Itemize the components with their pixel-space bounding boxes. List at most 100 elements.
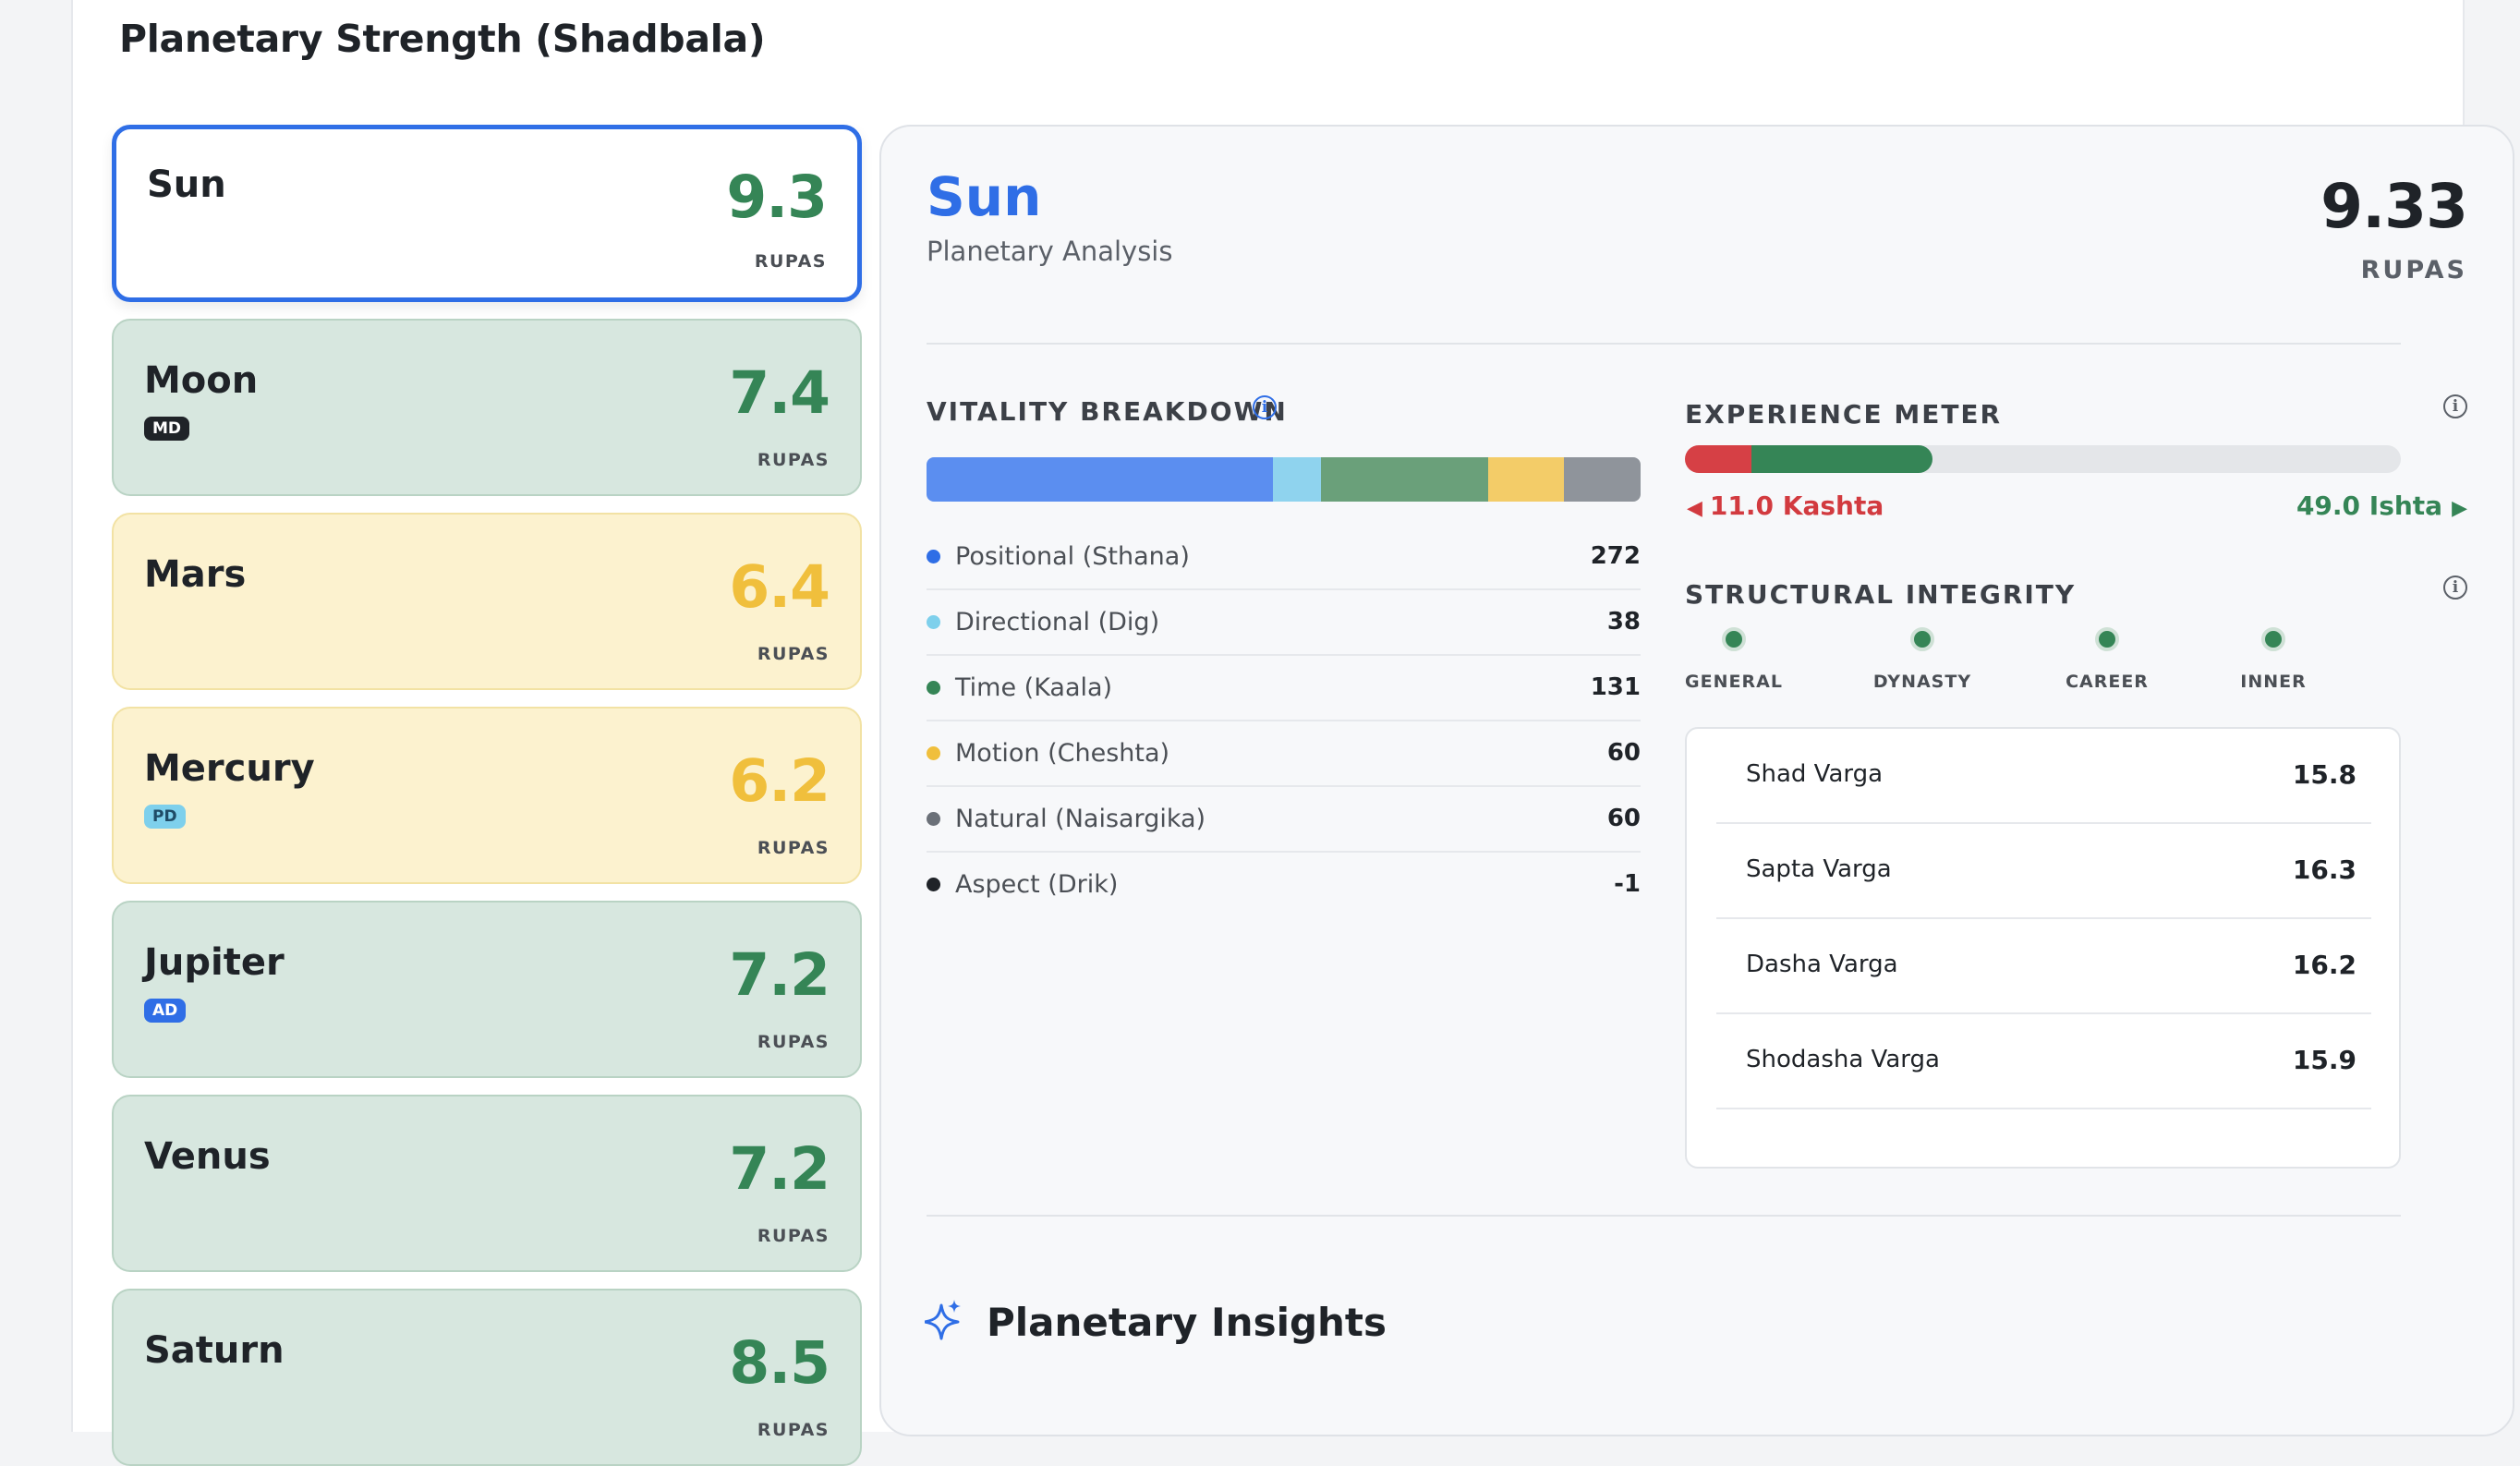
planet-name: Jupiter bbox=[144, 941, 285, 984]
legend-dot bbox=[927, 812, 940, 826]
vitality-segment-time bbox=[1321, 457, 1488, 502]
planet-unit: RUPAS bbox=[757, 1032, 830, 1052]
caret-left-icon: ◀ bbox=[1687, 497, 1702, 520]
vitality-segment-positional bbox=[927, 457, 1273, 502]
vitality-value: 60 bbox=[1606, 739, 1641, 767]
varga-row: Dasha Varga 16.2 bbox=[1716, 919, 2371, 1014]
planet-card-venus[interactable]: Venus 7.2 RUPAS bbox=[112, 1095, 862, 1272]
caret-right-icon: ▶ bbox=[2452, 497, 2467, 520]
varga-value: 15.9 bbox=[2292, 1045, 2356, 1075]
main-page: Planetary Strength (Shadbala) Sun 9.3 RU… bbox=[71, 0, 2514, 1466]
planet-card-sun[interactable]: Sun 9.3 RUPAS bbox=[112, 125, 862, 302]
integrity-career: CAREER bbox=[2015, 627, 2199, 692]
detail-score: 9.33 bbox=[2320, 171, 2468, 242]
planet-name: Saturn bbox=[144, 1329, 285, 1372]
planet-score: 8.5 bbox=[729, 1329, 830, 1397]
sparkle-icon bbox=[925, 1300, 961, 1340]
vitality-row: Aspect (Drik) -1 bbox=[927, 853, 1641, 918]
planet-unit: RUPAS bbox=[757, 1420, 830, 1440]
info-icon[interactable]: i bbox=[2443, 575, 2467, 600]
planet-unit: RUPAS bbox=[757, 1226, 830, 1246]
divider bbox=[927, 343, 2401, 345]
detail-planet-name: Sun bbox=[927, 165, 1042, 228]
status-dot bbox=[1910, 627, 1934, 651]
planet-score: 6.2 bbox=[729, 747, 830, 815]
planet-card-moon[interactable]: Moon MD 7.4 RUPAS bbox=[112, 319, 862, 496]
varga-value: 16.2 bbox=[2292, 950, 2356, 980]
vitality-value: 131 bbox=[1590, 673, 1641, 701]
vitality-label: Motion (Cheshta) bbox=[955, 739, 1170, 768]
integrity-general: GENERAL bbox=[1642, 627, 1826, 692]
varga-value: 15.8 bbox=[2292, 759, 2356, 790]
kashta-readout: ◀ 11.0 Kashta bbox=[1687, 491, 1884, 521]
vitality-title: VITALITY BREAKDOWN bbox=[927, 396, 1288, 427]
varga-table: Shad Varga 15.8 Sapta Varga 16.3 Dasha V… bbox=[1685, 727, 2401, 1169]
vitality-label: Time (Kaala) bbox=[955, 673, 1113, 702]
planet-score: 7.2 bbox=[729, 941, 830, 1009]
planet-unit: RUPAS bbox=[757, 450, 830, 470]
vitality-label: Aspect (Drik) bbox=[955, 870, 1119, 899]
integrity-inner: INNER bbox=[2181, 627, 2366, 692]
vitality-bar bbox=[927, 457, 1641, 502]
legend-dot bbox=[927, 878, 940, 891]
integrity-dynasty: DYNASTY bbox=[1830, 627, 2015, 692]
planet-name: Venus bbox=[144, 1135, 271, 1178]
varga-name: Dasha Varga bbox=[1746, 951, 1898, 978]
legend-dot bbox=[927, 615, 940, 629]
vitality-label: Positional (Sthana) bbox=[955, 542, 1190, 571]
varga-name: Sapta Varga bbox=[1746, 855, 1892, 883]
vitality-segment-natural bbox=[1564, 457, 1641, 502]
integrity-title: STRUCTURAL INTEGRITY bbox=[1685, 579, 2077, 610]
ishta-fill bbox=[1751, 445, 1932, 473]
varga-row: Shodasha Varga 15.9 bbox=[1716, 1014, 2371, 1109]
planet-name: Moon bbox=[144, 359, 259, 402]
dasha-badge: MD bbox=[144, 417, 190, 441]
integrity-label: CAREER bbox=[2066, 672, 2149, 692]
vitality-label: Natural (Naisargika) bbox=[955, 805, 1206, 833]
info-icon[interactable]: i bbox=[1253, 395, 1277, 419]
kashta-label: 11.0 Kashta bbox=[1709, 491, 1884, 521]
vitality-segment-motion bbox=[1487, 457, 1565, 502]
planet-score: 9.3 bbox=[726, 164, 828, 231]
kashta-fill bbox=[1685, 445, 1751, 473]
legend-dot bbox=[927, 681, 940, 695]
planet-score: 7.2 bbox=[729, 1135, 830, 1203]
vitality-row: Positional (Sthana) 272 bbox=[927, 525, 1641, 590]
planet-score: 7.4 bbox=[729, 359, 830, 427]
planet-name: Mercury bbox=[144, 747, 315, 790]
integrity-label: INNER bbox=[2240, 672, 2307, 692]
planet-score: 6.4 bbox=[729, 553, 830, 621]
dasha-badge: PD bbox=[144, 805, 186, 829]
legend-dot bbox=[927, 746, 940, 760]
planet-name: Sun bbox=[147, 164, 226, 206]
detail-unit: RUPAS bbox=[2360, 256, 2467, 285]
status-dot bbox=[1722, 627, 1746, 651]
dasha-badge: AD bbox=[144, 999, 187, 1023]
info-icon[interactable]: i bbox=[2443, 394, 2467, 418]
planet-unit: RUPAS bbox=[754, 251, 827, 272]
planet-card-mars[interactable]: Mars 6.4 RUPAS bbox=[112, 513, 862, 690]
vitality-segment-directional bbox=[1272, 457, 1322, 502]
page-title: Planetary Strength (Shadbala) bbox=[119, 17, 766, 61]
vitality-row: Motion (Cheshta) 60 bbox=[927, 721, 1641, 787]
vitality-row: Time (Kaala) 131 bbox=[927, 656, 1641, 721]
vitality-value: 38 bbox=[1606, 608, 1641, 636]
vitality-value: 60 bbox=[1606, 805, 1641, 832]
varga-row: Shad Varga 15.8 bbox=[1716, 729, 2371, 824]
planet-unit: RUPAS bbox=[757, 644, 830, 664]
varga-name: Shodasha Varga bbox=[1746, 1046, 1940, 1073]
status-dot bbox=[2095, 627, 2119, 651]
vitality-value: 272 bbox=[1590, 542, 1641, 570]
planet-card-saturn[interactable]: Saturn 8.5 RUPAS bbox=[112, 1289, 862, 1466]
vitality-row: Directional (Dig) 38 bbox=[927, 590, 1641, 656]
planet-unit: RUPAS bbox=[757, 838, 830, 858]
planet-card-jupiter[interactable]: Jupiter AD 7.2 RUPAS bbox=[112, 901, 862, 1078]
legend-dot bbox=[927, 550, 940, 563]
planet-card-mercury[interactable]: Mercury PD 6.2 RUPAS bbox=[112, 707, 862, 884]
integrity-label: DYNASTY bbox=[1872, 672, 1972, 692]
experience-bar bbox=[1685, 445, 2401, 473]
divider bbox=[927, 1215, 2401, 1217]
vitality-label: Directional (Dig) bbox=[955, 608, 1160, 636]
detail-subtitle: Planetary Analysis bbox=[927, 236, 1173, 267]
ishta-readout: 49.0 Ishta ▶ bbox=[2296, 491, 2467, 521]
